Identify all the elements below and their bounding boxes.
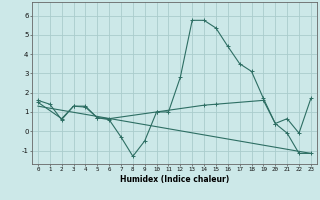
X-axis label: Humidex (Indice chaleur): Humidex (Indice chaleur) xyxy=(120,175,229,184)
